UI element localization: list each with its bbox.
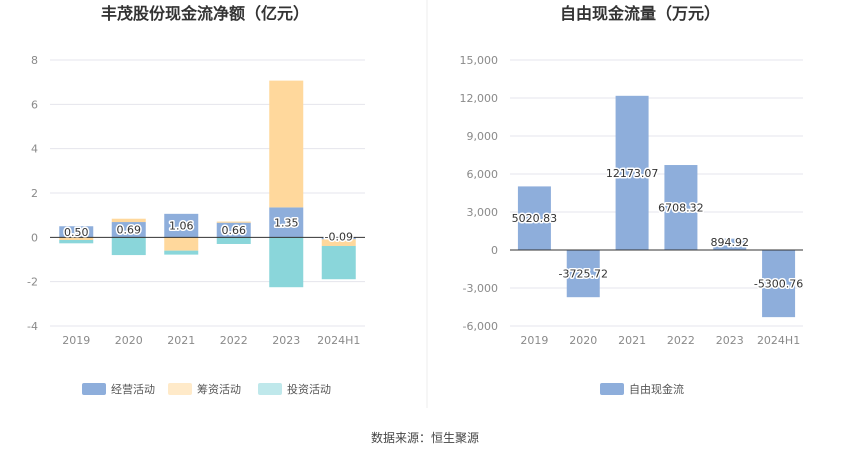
- y-tick-label: 0: [491, 244, 498, 257]
- data-label: 1.06: [169, 220, 194, 233]
- data-label: 0.50: [64, 226, 89, 239]
- data-label: 1.35: [274, 216, 299, 229]
- bar-financing: [269, 80, 304, 208]
- legend-swatch-operating: [82, 383, 106, 395]
- x-tick-label: 2023: [716, 334, 744, 347]
- y-tick-label: -3,000: [463, 282, 498, 295]
- source-note: 数据来源：恒生聚源: [371, 430, 479, 445]
- legend-label: 投资活动: [287, 382, 331, 396]
- y-tick-label: 9,000: [467, 130, 499, 143]
- bar-operating: [216, 222, 251, 238]
- bar-free_cash_flow: [517, 186, 551, 250]
- x-tick-label: 2020: [115, 334, 143, 347]
- bar-investing: [216, 237, 251, 244]
- bar-investing: [269, 237, 304, 288]
- legend-swatch-investing: [258, 383, 282, 395]
- bar-operating: [164, 213, 199, 238]
- legend-label: 经营活动: [111, 382, 155, 396]
- x-tick-label: 2019: [62, 334, 90, 347]
- bar-financing: [59, 237, 94, 240]
- bar-operating: [111, 222, 146, 238]
- x-tick-label: 2024H1: [757, 334, 800, 347]
- bar-free_cash_flow: [664, 165, 698, 250]
- legend-swatch-free_cash_flow: [600, 383, 624, 395]
- bar-free_cash_flow: [566, 250, 600, 298]
- x-tick-label: 2021: [167, 334, 195, 347]
- x-tick-label: 2023: [272, 334, 300, 347]
- x-tick-label: 2022: [220, 334, 248, 347]
- x-tick-label: 2024H1: [317, 334, 360, 347]
- data-label: -0.09: [325, 230, 353, 243]
- x-tick-label: 2020: [569, 334, 597, 347]
- y-tick-label: 3,000: [467, 206, 499, 219]
- bar-financing: [216, 221, 251, 223]
- x-tick-label: 2022: [667, 334, 695, 347]
- bar-free_cash_flow: [762, 250, 796, 318]
- data-label: 5020.83: [512, 212, 558, 225]
- data-label: 6708.32: [658, 202, 704, 215]
- data-label: -3725.72: [559, 268, 608, 281]
- legend-swatch-financing: [168, 383, 192, 395]
- y-tick-label: 4: [31, 143, 38, 156]
- y-tick-label: -4: [27, 320, 38, 333]
- y-tick-label: 6,000: [467, 168, 499, 181]
- data-label: 0.69: [117, 224, 142, 237]
- x-tick-label: 2019: [520, 334, 548, 347]
- y-tick-label: 0: [31, 231, 38, 244]
- bar-financing: [164, 237, 199, 251]
- bar-financing: [111, 218, 146, 223]
- bar-operating: [59, 226, 94, 238]
- bar-investing: [111, 237, 146, 256]
- bar-investing: [321, 245, 356, 280]
- y-tick-label: 8: [31, 54, 38, 67]
- bar-investing: [59, 239, 94, 244]
- x-tick-label: 2021: [618, 334, 646, 347]
- y-tick-label: 15,000: [460, 54, 499, 67]
- bar-investing: [164, 250, 199, 255]
- bar-financing: [321, 239, 356, 246]
- bar-operating: [269, 207, 304, 238]
- data-label: 0.66: [222, 224, 247, 237]
- legend-label: 自由现金流: [629, 382, 684, 396]
- chart-2: 自由现金流量（万元） -6,000 -3,000 0 3,000 6,000 9,000 12…: [460, 4, 805, 396]
- y-tick-label: 12,000: [460, 92, 499, 105]
- data-label: 12173.07: [606, 167, 659, 180]
- y-tick-label: 2: [31, 187, 38, 200]
- y-tick-label: -6,000: [463, 320, 498, 333]
- bar-free_cash_flow: [615, 95, 649, 251]
- y-tick-label: 6: [31, 98, 38, 111]
- data-label: 894.92: [711, 236, 750, 249]
- chart-title: 自由现金流量（万元）: [560, 4, 720, 23]
- data-label: -5300.76: [754, 278, 803, 291]
- legend-label: 筹资活动: [197, 382, 241, 396]
- bar-free_cash_flow: [713, 238, 747, 250]
- y-tick-label: -2: [27, 276, 38, 289]
- chart-1: 丰茂股份现金流净额（亿元） -4 -2 0 2 4 6 8 2019 2020 2021 2022 20…: [27, 4, 365, 396]
- bar-operating: [321, 237, 356, 240]
- chart-title: 丰茂股份现金流净额（亿元）: [101, 4, 309, 23]
